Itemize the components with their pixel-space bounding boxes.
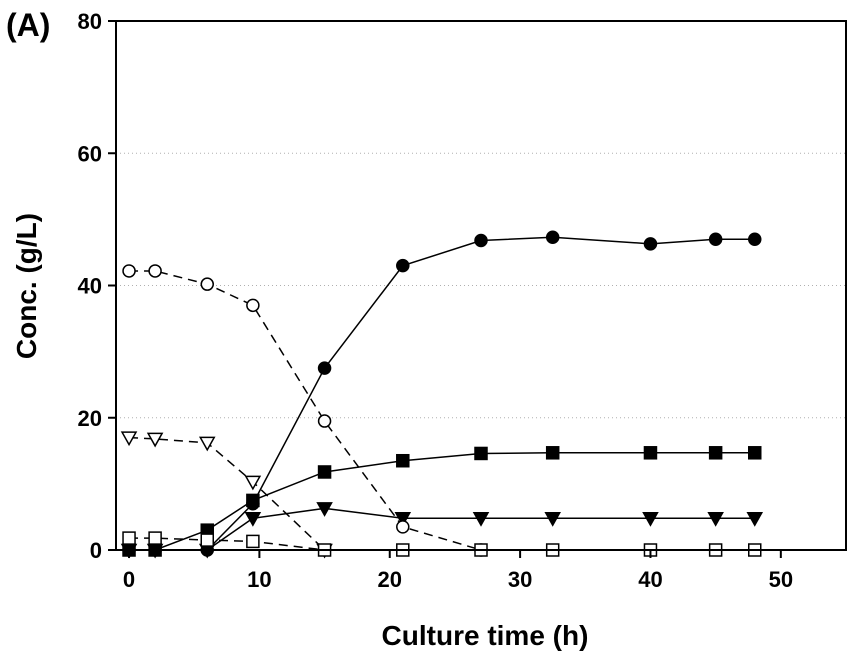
y-tick-label: 20 — [78, 406, 102, 431]
series-1 — [122, 230, 762, 557]
data-point — [708, 446, 723, 460]
data-point — [246, 298, 260, 313]
data-point — [316, 502, 333, 517]
series-line — [129, 537, 755, 551]
data-point — [148, 264, 162, 278]
x-tick-label: 10 — [247, 567, 271, 592]
y-axis-title: Conc. (g/L) — [11, 213, 42, 359]
series-2 — [122, 446, 762, 557]
data-point — [545, 230, 560, 244]
series-6 — [122, 531, 762, 557]
x-tick-label: 50 — [769, 567, 793, 592]
data-point — [545, 446, 560, 460]
data-point — [643, 446, 658, 460]
data-point — [748, 446, 762, 460]
series-line — [129, 507, 755, 551]
data-point — [474, 233, 488, 248]
data-point — [396, 258, 410, 273]
series-3 — [120, 502, 764, 559]
data-point — [148, 531, 162, 545]
data-point — [246, 493, 260, 508]
y-tick-label: 60 — [78, 141, 102, 166]
data-point — [317, 361, 332, 375]
panel-label: (A) — [6, 7, 50, 43]
axes: 0 10 20 30 40 50 0 20 40 60 80 — [78, 9, 794, 592]
data-point — [200, 533, 214, 547]
data-point — [708, 232, 723, 246]
y-tick-label: 40 — [78, 274, 102, 299]
data-point — [748, 232, 762, 246]
data-point — [474, 446, 488, 461]
data-point — [643, 237, 658, 251]
data-point — [394, 512, 412, 527]
series-line — [129, 270, 482, 551]
x-axis-title: Culture time (h) — [382, 620, 589, 651]
gridlines — [116, 152, 846, 419]
data-point — [120, 431, 138, 447]
data-point — [246, 534, 260, 549]
x-tick-label: 20 — [378, 567, 402, 592]
data-point — [707, 512, 724, 527]
data-point — [317, 465, 332, 479]
data-point — [396, 453, 410, 468]
x-tick-label: 30 — [508, 567, 532, 592]
data-point — [544, 512, 561, 527]
data-point — [472, 512, 490, 527]
data-point — [244, 475, 262, 491]
data-point — [317, 414, 332, 428]
data-point — [122, 531, 136, 545]
y-tick-label: 0 — [90, 538, 102, 563]
series-4 — [122, 264, 488, 557]
data-point — [198, 436, 216, 452]
series-line — [129, 236, 755, 551]
y-tick-label: 80 — [78, 9, 102, 34]
data-point — [122, 264, 136, 278]
data-point — [146, 432, 164, 448]
data-point — [200, 277, 214, 291]
x-tick-label: 40 — [638, 567, 662, 592]
data-point — [642, 512, 659, 527]
data-point — [244, 512, 262, 527]
data-point — [396, 520, 410, 534]
series-layer — [120, 230, 764, 559]
data-point — [746, 512, 764, 527]
x-tick-label: 0 — [123, 567, 135, 592]
series-line — [129, 452, 755, 551]
